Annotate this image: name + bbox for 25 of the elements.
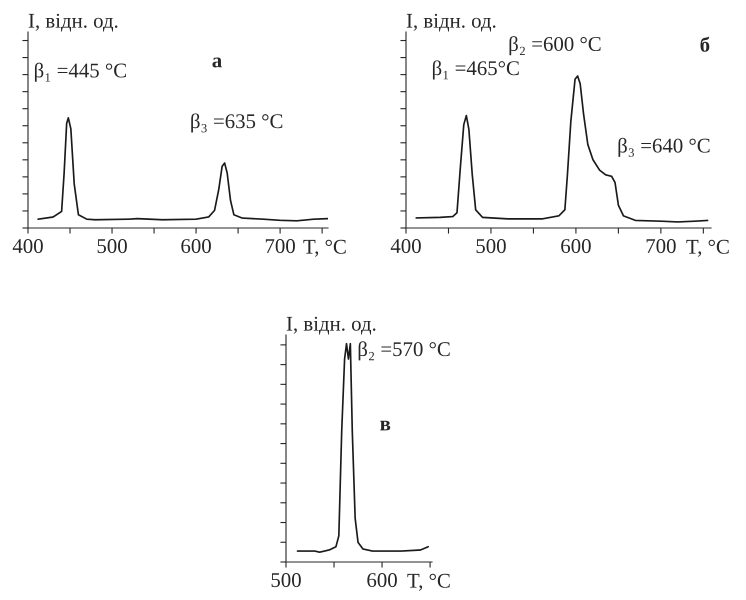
annotation: β₃ =640 °C (618, 138, 710, 157)
x-tick-label: 600 (561, 239, 591, 254)
x-axis-title: T, °C (303, 240, 346, 257)
x-tick-label: 400 (390, 239, 421, 254)
x-tick-label: 400 (12, 239, 43, 254)
x-tick-label: 700 (646, 239, 676, 254)
annotation: β₃ =635 °C (191, 113, 282, 132)
x-tick-label: 600 (367, 573, 397, 588)
y-axis-title: I, відн. од. (406, 14, 496, 32)
chart-title: б (700, 36, 710, 52)
x-tick-label: 600 (181, 239, 211, 254)
annotation: β₂ =600 °C (510, 36, 601, 56)
y-axis-title: I, відн. од. (28, 14, 118, 32)
y-axis-title: I, відн. од. (286, 316, 376, 335)
annotation: β₂ =570 °C (358, 341, 450, 360)
x-tick-label: 700 (266, 239, 295, 254)
annotation: β₁ =445 °C (34, 62, 126, 82)
text: в (380, 420, 390, 430)
annotation: β₁ =465°C (432, 60, 519, 80)
x-tick-label: 500 (98, 239, 127, 254)
x-tick-label: 500 (272, 573, 301, 588)
x-axis-title: T, °C (407, 574, 450, 591)
x-axis-title: T, °C (686, 240, 729, 257)
x-tick-label: 500 (476, 239, 506, 254)
chart-title: а (212, 58, 222, 68)
